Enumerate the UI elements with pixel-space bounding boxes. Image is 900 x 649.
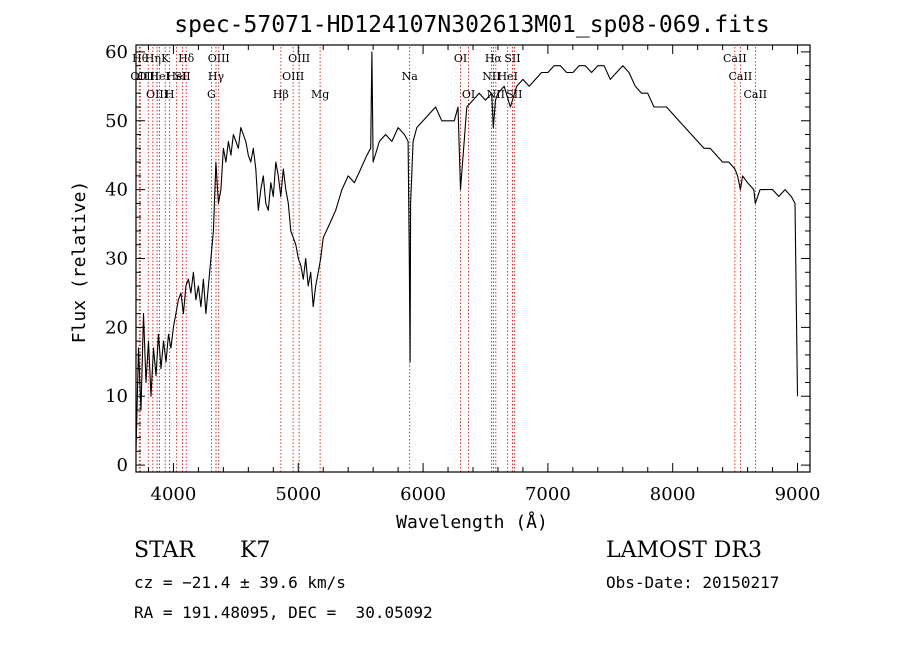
line-label: OIII: [288, 52, 310, 65]
y-tick-label: 20: [105, 317, 128, 338]
line-label: OI: [462, 88, 475, 101]
x-tick-label: 5000: [275, 484, 321, 505]
x-axis: 4000 5000 6000 7000 8000 9000: [147, 45, 821, 505]
survey-name: LAMOST DR3: [606, 538, 762, 563]
chart-title: spec-57071-HD124107N302613M01_sp08-069.f…: [174, 12, 769, 38]
emission-line-markers: [138, 47, 756, 472]
line-label: OIII: [137, 70, 159, 83]
emission-line-labels: OIIHθOIIIHηOIIIHeIKHHeISIIHδGHγOIIIHβOII…: [130, 52, 767, 101]
line-label: Hγ: [208, 70, 225, 83]
line-label: Hβ: [273, 88, 289, 101]
line-label: CaII: [723, 52, 747, 65]
y-tick-label: 50: [105, 111, 128, 132]
x-tick-label: 6000: [400, 484, 446, 505]
y-tick-label: 10: [105, 386, 128, 407]
y-tick-label: 60: [105, 42, 128, 63]
line-label: HeI: [497, 70, 517, 83]
line-label: OIII: [146, 88, 168, 101]
line-label: Mg: [311, 88, 329, 101]
observation-date: Obs-Date: 20150217: [606, 573, 780, 592]
y-axis-label: Flux (relative): [69, 181, 90, 344]
subclass: K7: [240, 538, 271, 563]
line-label: OIII: [282, 70, 304, 83]
y-tick-label: 30: [105, 249, 128, 270]
line-label: HeI: [166, 70, 186, 83]
redshift-velocity: cz = −21.4 ± 39.6 km/s: [134, 573, 346, 592]
line-label: CaII: [743, 88, 767, 101]
line-label: H: [165, 88, 175, 101]
x-tick-label: 9000: [775, 484, 821, 505]
y-axis: 0 10 20 30 40 50 60: [105, 42, 810, 476]
line-label: K: [161, 52, 170, 65]
line-label: OIII: [208, 52, 230, 65]
line-label: SII: [504, 52, 520, 65]
coordinates: RA = 191.48095, DEC = 30.05092: [134, 603, 433, 622]
x-tick-label: 7000: [525, 484, 571, 505]
line-label: NII: [482, 70, 500, 83]
line-label: Hα: [485, 52, 503, 65]
line-label: OI: [454, 52, 467, 65]
x-tick-label: 8000: [650, 484, 696, 505]
line-label: CaII: [729, 70, 753, 83]
y-tick-label: 40: [105, 180, 128, 201]
line-label: Na: [402, 70, 419, 83]
spectrum-line: [135, 51, 799, 452]
line-label: OII: [130, 70, 148, 83]
line-label: Hη: [145, 52, 161, 65]
object-class: STAR: [134, 538, 195, 563]
line-label: HeI: [149, 70, 169, 83]
y-tick-label: 0: [117, 455, 128, 476]
x-axis-label: Wavelength (Å): [396, 511, 548, 533]
line-label: Hδ: [178, 52, 195, 65]
line-label: G: [207, 88, 216, 101]
line-label: SII: [174, 70, 190, 83]
x-tick-label: 4000: [151, 484, 197, 505]
plot-frame: [135, 44, 811, 473]
